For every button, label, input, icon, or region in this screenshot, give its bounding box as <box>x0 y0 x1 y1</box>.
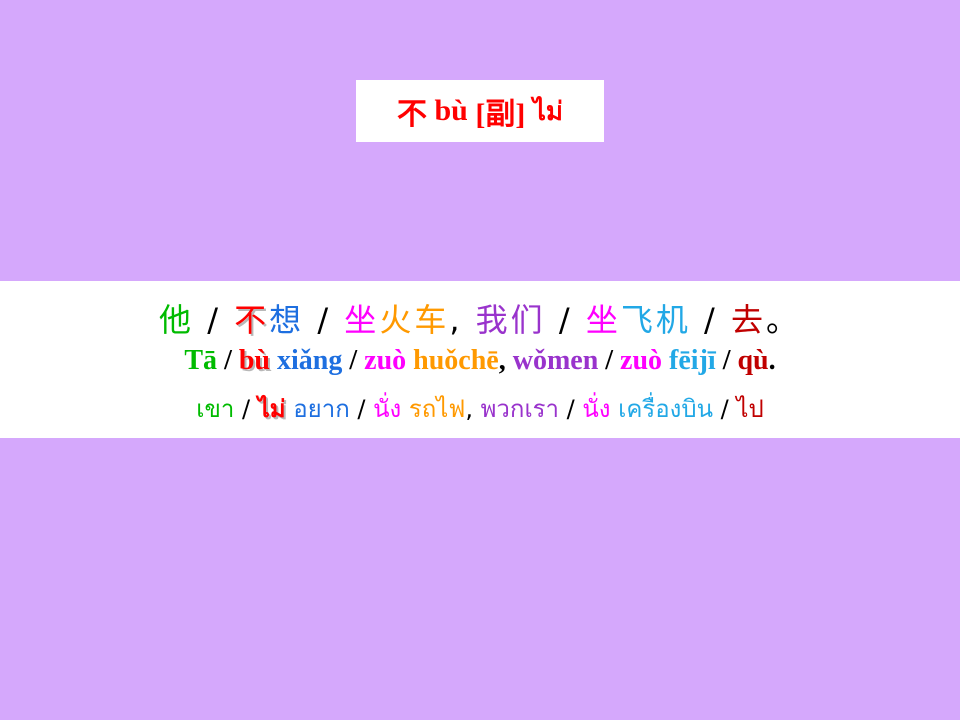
hanzi-segment-12: / <box>690 301 731 339</box>
hanzi-segment-8: 我们 <box>475 301 546 339</box>
hanzi-segment-4: / <box>304 301 345 339</box>
thai-segment-11: เครื่องบิน <box>610 395 714 423</box>
title-box: 不 bù [副] ไม่ <box>356 80 604 142</box>
thai-segment-7: , <box>465 395 481 423</box>
title-hanzi: 不 <box>396 98 427 131</box>
thai-segment-8: พวกเรา <box>480 395 560 423</box>
thai-segment-13: ไป <box>736 395 764 423</box>
hanzi-segment-13: 去 <box>730 301 766 339</box>
example-sentence-band: 他 / 不想 / 坐火车, 我们 / 坐飞机 / 去。 Tā / bù xiǎn… <box>0 281 960 438</box>
pinyin-segment-0: Tā <box>184 345 218 376</box>
pinyin-segment-6: huǒchē <box>406 345 499 376</box>
thai-line: เขา / ไม่ อยาก / นั่ง รถไฟ, พวกเรา / นั่… <box>0 389 960 428</box>
thai-segment-2: ไม่ <box>257 395 286 423</box>
thai-segment-0: เขา <box>196 395 235 423</box>
pinyin-segment-13: qù <box>737 345 769 376</box>
hanzi-segment-3: 想 <box>269 301 305 339</box>
hanzi-segment-5: 坐 <box>344 301 380 339</box>
thai-segment-3: อยาก <box>285 395 350 423</box>
title-pinyin: bù <box>434 94 468 127</box>
hanzi-segment-1: / <box>194 301 235 339</box>
thai-segment-9: / <box>559 395 583 423</box>
hanzi-segment-14: 。 <box>765 301 801 339</box>
pinyin-segment-9: / <box>598 345 621 376</box>
hanzi-segment-7: , <box>449 301 476 339</box>
pinyin-segment-7: , <box>498 345 513 376</box>
pinyin-line: Tā / bù xiǎng / zuò huǒchē, wǒmen / zuò … <box>0 345 960 377</box>
hanzi-segment-11: 飞机 <box>620 301 691 339</box>
hanzi-segment-2: 不 <box>234 301 270 339</box>
hanzi-line: 他 / 不想 / 坐火车, 我们 / 坐飞机 / 去。 <box>0 295 960 341</box>
title-thai: ไม่ <box>532 96 564 127</box>
pinyin-segment-5: zuò <box>364 345 407 376</box>
pinyin-segment-4: / <box>342 345 365 376</box>
pinyin-segment-1: / <box>217 345 239 376</box>
pinyin-segment-11: fēijī <box>662 345 716 376</box>
pinyin-segment-3: xiǎng <box>270 345 343 376</box>
thai-segment-1: / <box>234 395 258 423</box>
thai-segment-5: นั่ง <box>373 395 402 423</box>
hanzi-segment-10: 坐 <box>585 301 621 339</box>
pinyin-segment-12: / <box>715 345 738 376</box>
pinyin-segment-10: zuò <box>620 345 663 376</box>
title-part-of-speech: [副] <box>475 98 526 131</box>
thai-segment-6: รถไฟ <box>401 395 466 423</box>
pinyin-segment-8: wǒmen <box>512 345 599 376</box>
thai-segment-4: / <box>349 395 374 423</box>
hanzi-segment-6: 火车 <box>379 301 450 339</box>
hanzi-segment-9: / <box>545 301 586 339</box>
pinyin-segment-14: . <box>768 345 776 376</box>
thai-segment-12: / <box>713 395 737 423</box>
pinyin-segment-2: bù <box>238 345 270 376</box>
thai-segment-10: นั่ง <box>582 395 611 423</box>
hanzi-segment-0: 他 <box>159 301 195 339</box>
